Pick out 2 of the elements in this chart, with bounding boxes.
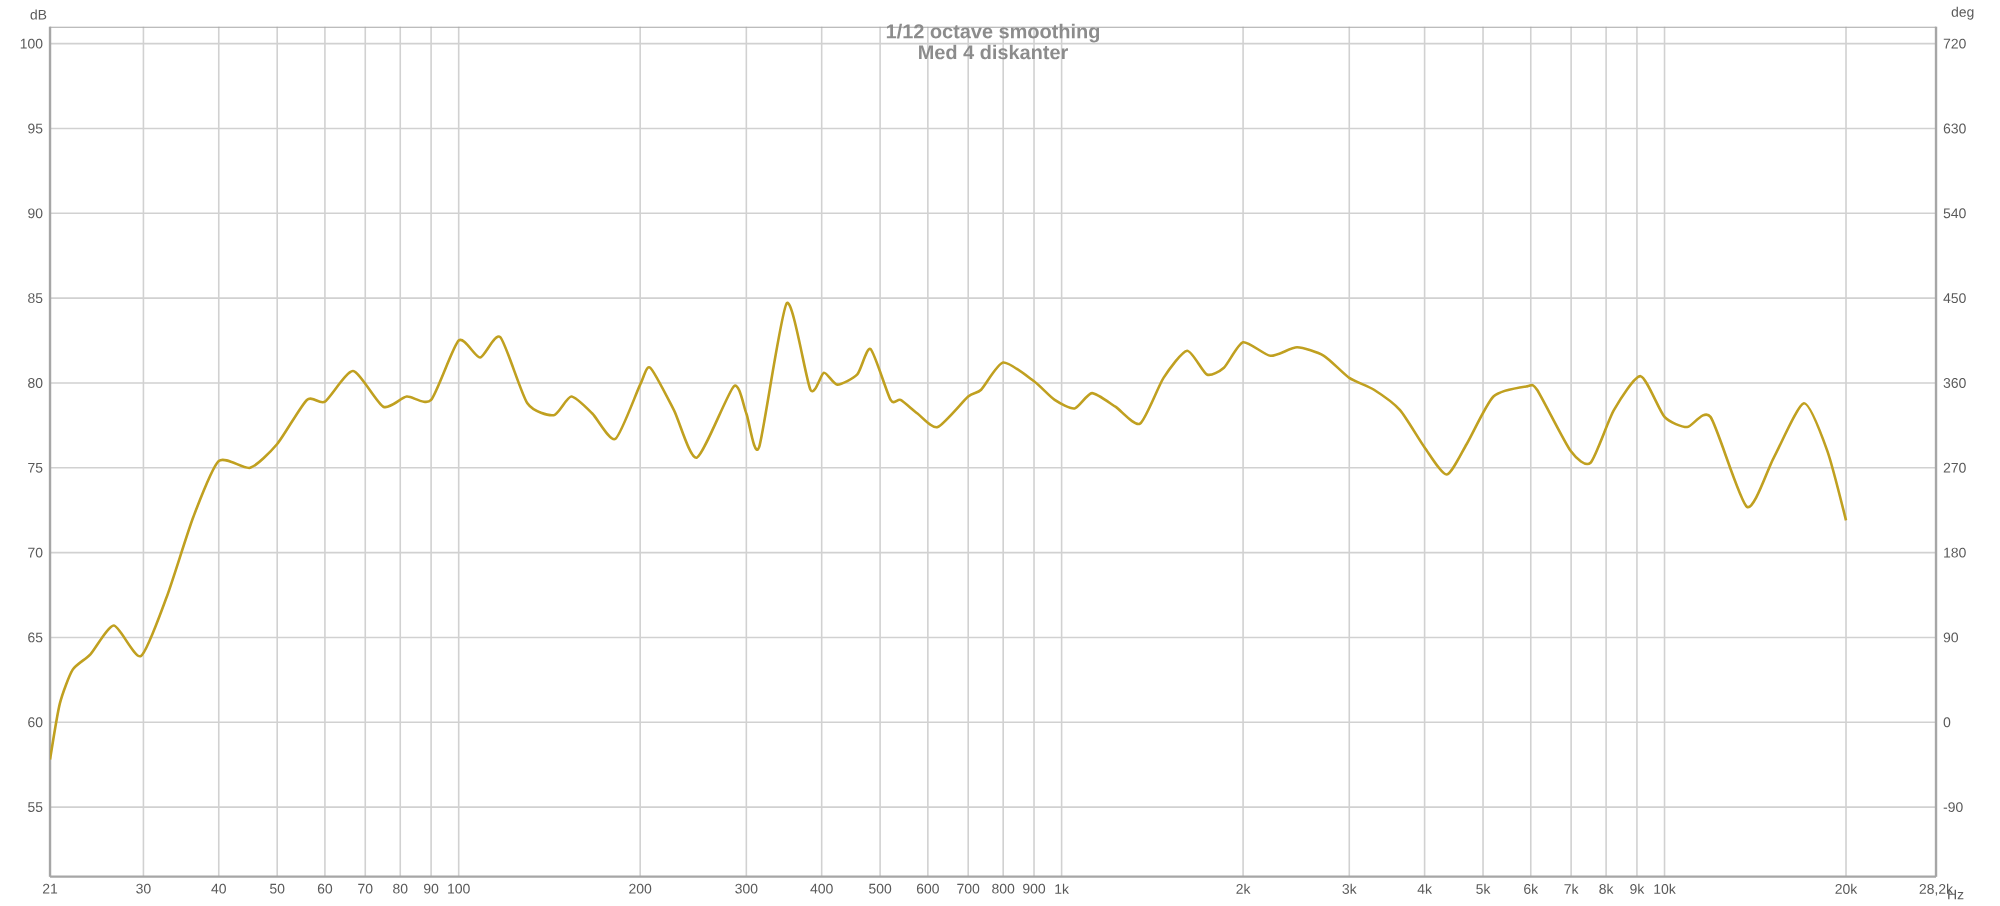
chart-title: 1/12 octave smoothing — [886, 23, 1100, 43]
text: Med 4 diskanter — [919, 44, 1068, 60]
